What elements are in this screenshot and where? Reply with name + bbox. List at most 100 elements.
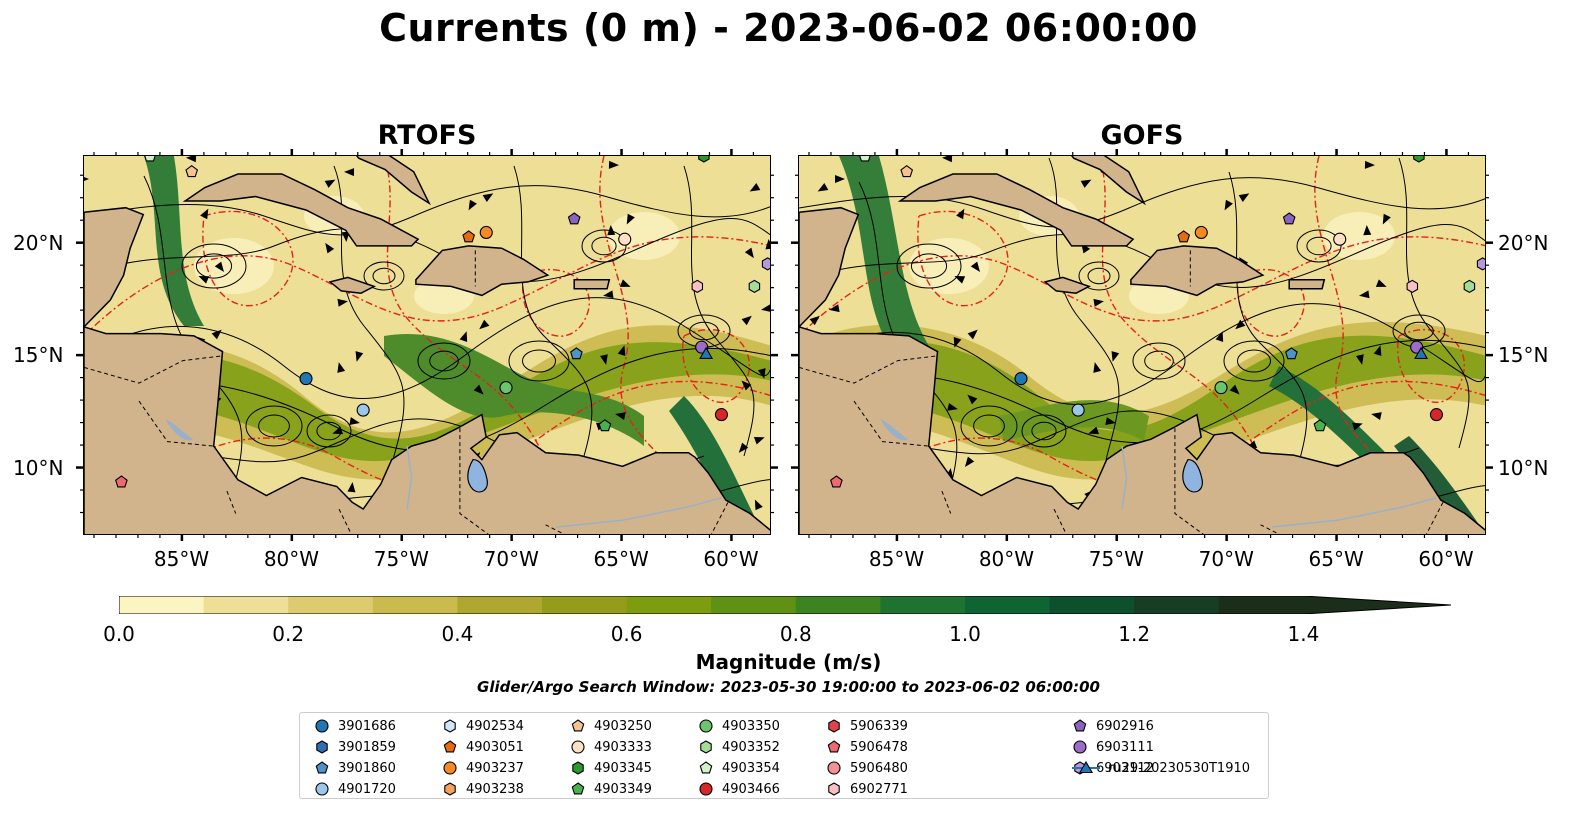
legend-label: 4903051 — [466, 739, 524, 755]
land-cuba — [182, 173, 420, 247]
legend-marker-icon — [443, 740, 457, 753]
legend-label: 4903352 — [722, 739, 780, 755]
colorbar-extend-arrow — [1303, 596, 1451, 614]
colorbar-segment — [1218, 596, 1304, 614]
legend-label: 5906339 — [850, 718, 908, 734]
legend-label: 4903238 — [466, 781, 524, 797]
colorbar-tick-label: 0.4 — [441, 622, 474, 646]
legend-marker-icon — [1072, 760, 1100, 774]
legend-marker-icon — [444, 719, 456, 733]
legend-item: 4901720 — [314, 779, 396, 799]
land-cuba — [897, 173, 1135, 247]
legend-item: 4903333 — [570, 737, 652, 757]
lat-tick-label: 15°N — [1498, 343, 1549, 368]
legend-label: 4902534 — [466, 718, 524, 734]
lat-tick-label: 10°N — [1498, 455, 1549, 480]
float-marker-4903051 — [1177, 230, 1191, 243]
map-canvas — [84, 156, 770, 534]
lon-tick-label: 80°W — [978, 547, 1035, 571]
legend-label: 4901720 — [338, 781, 396, 797]
legend-marker — [828, 719, 840, 733]
country-borders — [84, 250, 729, 534]
colorbar-tick-label: 1.0 — [949, 622, 981, 646]
legend-label: 5906478 — [850, 739, 908, 755]
lat-tick-label: 15°N — [13, 343, 64, 368]
rivers — [406, 445, 722, 528]
lake-nicaragua — [165, 419, 194, 441]
legend-item: 4903349 — [570, 779, 652, 799]
lat-tick-label: 20°N — [1498, 230, 1549, 255]
float-marker-4901720 — [356, 403, 370, 417]
colorbar-segment — [1049, 596, 1135, 614]
float-marker-4903237 — [479, 225, 493, 239]
land-masses — [799, 156, 1485, 534]
colorbar-label: Magnitude (m/s) — [695, 650, 882, 674]
land-masses — [84, 156, 770, 534]
legend-label: 4903237 — [466, 760, 524, 776]
lon-tick-label: 75°W — [1088, 547, 1144, 571]
float-marker-3901860 — [1285, 347, 1298, 360]
float-marker-4903354 — [859, 156, 871, 162]
legend-label: 6902916 — [1096, 718, 1154, 734]
legend-label: 4903333 — [594, 739, 652, 755]
legend-marker-icon — [827, 761, 841, 775]
legend-item: 3901686 — [314, 716, 396, 736]
legend-marker-icon — [571, 740, 585, 754]
legend-marker-icon — [315, 782, 329, 796]
legend-marker — [699, 719, 713, 733]
map-panel-rtofs — [83, 155, 771, 535]
float-marker-6903112 — [761, 257, 770, 271]
land-central — [84, 326, 770, 534]
country-borders — [799, 250, 1444, 534]
legend-item: 4903345 — [570, 758, 652, 778]
legend-label: 4903345 — [594, 760, 652, 776]
land-bahamas — [356, 156, 431, 206]
colorbar-segment — [711, 596, 797, 614]
legend-marker — [315, 719, 329, 733]
float-marker-4903345 — [1413, 156, 1425, 163]
legend-marker-icon — [827, 740, 841, 753]
legend-marker — [1073, 740, 1087, 754]
float-marker-4903349 — [598, 419, 612, 432]
float-markers — [115, 156, 770, 488]
legend-marker — [315, 761, 329, 774]
legend-marker — [571, 719, 585, 732]
legend-marker — [315, 782, 329, 796]
float-marker-4903237 — [1194, 225, 1208, 239]
land-hispaniola — [1130, 245, 1265, 297]
legend-label: 3901859 — [338, 739, 396, 755]
legend-marker-icon — [1073, 740, 1087, 754]
float-marker-4903051 — [462, 230, 476, 243]
float-markers — [830, 156, 1485, 488]
float-marker-4903333 — [618, 232, 632, 246]
legend-marker — [572, 761, 584, 775]
legend-marker — [827, 740, 841, 753]
legend-item: 5906478 — [826, 737, 908, 757]
legend-item: 3901860 — [314, 758, 396, 778]
land-yucatan — [84, 206, 145, 328]
legend-marker — [571, 782, 585, 795]
legend-label: 5906480 — [850, 760, 908, 776]
legend-marker-icon — [699, 761, 713, 774]
float-marker-6902771 — [691, 279, 704, 294]
legend-marker-icon — [700, 740, 712, 754]
legend-marker-icon — [828, 782, 840, 796]
float-marker-4901720 — [1071, 403, 1085, 417]
legend-item: 4903352 — [698, 737, 780, 757]
land-jamaica — [328, 276, 377, 294]
land-hispaniola — [415, 245, 550, 297]
colorbar — [119, 596, 1451, 614]
legend-marker — [443, 740, 457, 753]
legend-marker — [828, 782, 840, 796]
legend-item: 6902771 — [826, 779, 908, 799]
legend-marker-icon — [828, 719, 840, 733]
colorbar-segment — [880, 596, 966, 614]
land-bahamas — [1071, 156, 1146, 206]
search-window-subtitle: Glider/Argo Search Window: 2023-05-30 19… — [477, 678, 1100, 696]
float-marker-3901686 — [299, 372, 313, 386]
legend-item: 5906480 — [826, 758, 908, 778]
float-marker-4903352 — [748, 279, 761, 294]
legend-marker-icon — [443, 761, 457, 775]
legend-item: 5906339 — [826, 716, 908, 736]
lon-tick-label: 85°W — [868, 547, 925, 571]
